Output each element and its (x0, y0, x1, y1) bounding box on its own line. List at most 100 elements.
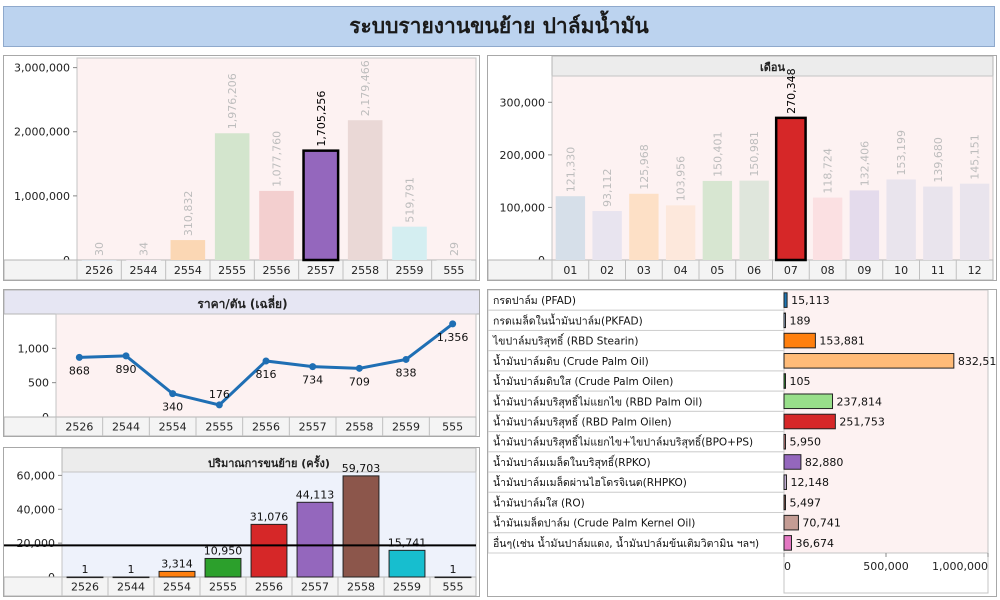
y-tick-label: 100,000 (500, 201, 546, 214)
bar (170, 240, 206, 260)
data-label: 82,880 (805, 456, 844, 469)
data-label: 340 (162, 401, 183, 414)
data-label: 1,976,206 (226, 73, 239, 129)
data-point (262, 357, 270, 365)
category-label: น้ำมันปาล์มดิบใส (Crude Palm Oilen) (493, 374, 673, 388)
bar (739, 180, 769, 260)
data-label: 868 (69, 364, 90, 377)
data-label: 121,330 (564, 147, 577, 193)
data-point (449, 320, 457, 328)
bar (204, 557, 242, 578)
data-label: 5,950 (790, 436, 822, 449)
bar (783, 454, 802, 470)
bar (388, 549, 426, 578)
chart-header (61, 448, 477, 473)
trip-count-chart: ปริมาณการขนย้าย (ครั้ง)020,00040,00060,0… (4, 448, 477, 596)
category-label: น้ำมันปาล์มใส (RO) (493, 495, 585, 509)
bar (592, 211, 622, 260)
data-label: 176 (209, 388, 230, 401)
y-tick-label: 200,000 (500, 149, 546, 162)
x-tick-label: 06 (747, 264, 761, 277)
data-label: 153,881 (819, 335, 865, 348)
x-tick-label: 03 (637, 264, 651, 277)
bar (296, 501, 334, 578)
x-tick-label: 10 (894, 264, 908, 277)
x-tick-label: 2555 (205, 421, 233, 434)
bar (665, 205, 696, 260)
data-label: 29 (448, 242, 461, 256)
x-tick-label: 2526 (65, 421, 93, 434)
x-tick-label: 05 (710, 264, 724, 277)
category-label: น้ำมันเมล็ดปาล์ม (Crude Palm Kernel Oil) (493, 516, 695, 530)
y-tick-label: 60,000 (17, 469, 56, 482)
data-label: 1,077,760 (271, 131, 284, 187)
x-tick-label: 2557 (299, 421, 327, 434)
yearly-total-chart-panel: 01,000,0002,000,0003,000,000252630254434… (3, 55, 480, 281)
data-label: 132,406 (858, 141, 871, 187)
data-label: 1 (450, 563, 457, 576)
x-tick-label: 12 (968, 264, 982, 277)
bar (66, 576, 104, 579)
bar (783, 433, 786, 450)
avg-price-chart-panel: ราคา/ตัน (เฉลี่ย)05001,00025262544255425… (3, 289, 480, 437)
by-product-chart: กรดปาล์ม (PFAD) 15,113 กรดเมล็ดในน้ำมันปาล… (488, 290, 997, 594)
x-tick-label: 2544 (112, 421, 140, 434)
x-tick-label: 2554 (174, 264, 202, 277)
x-axis-corner (4, 259, 78, 280)
data-point (75, 353, 83, 361)
x-tick-label: 2556 (252, 421, 280, 434)
data-label: 34 (138, 242, 151, 256)
bar (783, 413, 836, 430)
data-point (169, 390, 177, 398)
x-tick-label: 555 (443, 581, 464, 594)
bar (783, 494, 786, 511)
x-tick-label: 2556 (263, 264, 291, 277)
bar (112, 576, 150, 579)
x-tick-label: 2526 (71, 581, 99, 594)
bar (886, 179, 916, 260)
data-label: 10,950 (204, 544, 243, 557)
data-point (122, 352, 130, 360)
x-tick-label: 09 (857, 264, 871, 277)
category-label: กรดเมล็ดในน้ำมันปาล์ม(PKFAD) (493, 313, 643, 327)
data-label: 125,968 (638, 144, 651, 190)
data-label: 1 (82, 563, 89, 576)
bar (629, 193, 659, 260)
bar (783, 393, 834, 410)
bar (783, 312, 786, 329)
bar (774, 116, 807, 262)
x-axis-corner (4, 416, 57, 436)
x-tick-label: 1,000,000 (932, 560, 988, 573)
data-label: 44,113 (296, 488, 335, 501)
data-label: 31,076 (250, 510, 289, 523)
x-axis-corner (4, 576, 63, 596)
avg-price-chart: ราคา/ตัน (เฉลี่ย)05001,00025262544255425… (4, 290, 479, 436)
data-point (402, 355, 410, 363)
data-label: 251,753 (839, 416, 885, 429)
bar (342, 475, 380, 578)
plot-area (55, 313, 477, 418)
x-tick-label: 2559 (396, 264, 424, 277)
by-product-chart-panel: กรดปาล์ม (PFAD) 15,113 กรดเมล็ดในน้ำมันปาล… (487, 289, 997, 597)
data-label: 519,791 (404, 177, 417, 223)
data-label: 832,512 (958, 355, 997, 368)
data-label: 118,724 (822, 148, 835, 194)
category-label: กรดปาล์ม (PFAD) (493, 294, 576, 307)
data-label: 30 (93, 242, 106, 256)
x-tick-label: 08 (821, 264, 835, 277)
data-label: 3,314 (161, 557, 193, 570)
data-label: 70,741 (802, 517, 841, 530)
x-axis-corner (488, 259, 553, 280)
y-tick-label: 2,000,000 (14, 126, 70, 139)
bar (783, 332, 816, 349)
data-label: 2,179,466 (359, 60, 372, 116)
x-tick-label: 2554 (159, 421, 187, 434)
category-label: น้ำมันปาล์มเมล็ดในบริสุทธิ์(RPKO) (493, 454, 651, 469)
data-point (309, 363, 317, 371)
data-label: 1 (128, 563, 135, 576)
bar (126, 259, 161, 261)
data-label: 270,348 (785, 68, 798, 114)
bar (434, 576, 472, 579)
x-tick-label: 11 (931, 264, 945, 277)
x-tick-label: 0 (784, 560, 791, 573)
